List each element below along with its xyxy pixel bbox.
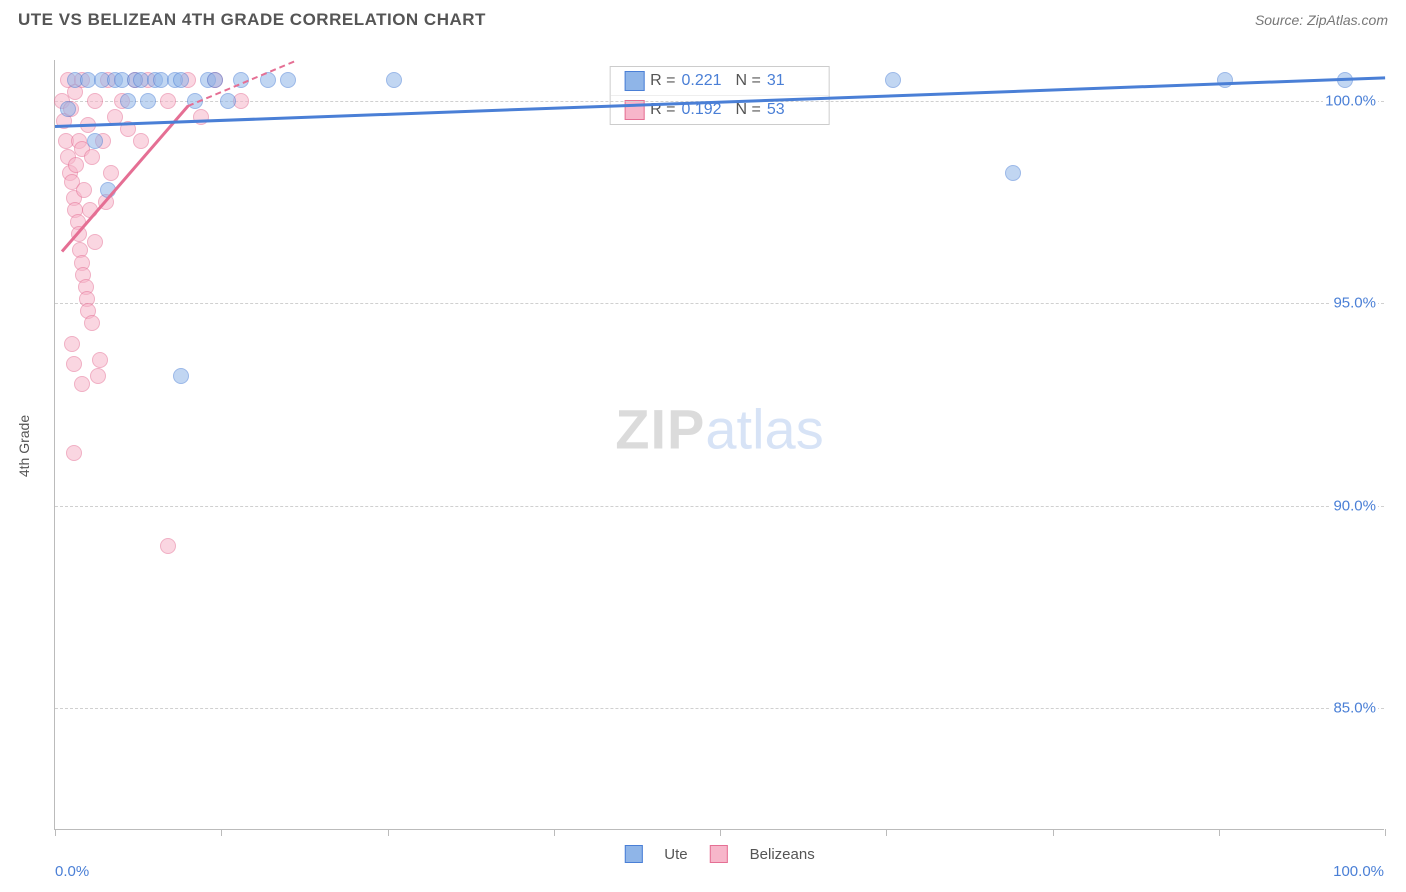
point-ute <box>1005 165 1021 181</box>
point-ute <box>87 133 103 149</box>
r-value-ute: 0.221 <box>682 72 730 90</box>
point-belizeans <box>87 93 103 109</box>
point-belizeans <box>103 165 119 181</box>
x-tick <box>720 829 721 836</box>
point-belizeans <box>66 356 82 372</box>
point-belizeans <box>84 149 100 165</box>
x-max-label: 100.0% <box>1333 863 1384 880</box>
y-tick-label: 100.0% <box>1323 92 1378 109</box>
point-belizeans <box>74 376 90 392</box>
point-ute <box>885 72 901 88</box>
x-tick <box>1053 829 1054 836</box>
point-belizeans <box>160 538 176 554</box>
point-ute <box>140 93 156 109</box>
y-tick-label: 85.0% <box>1331 700 1378 717</box>
gridline <box>55 708 1384 709</box>
gridline <box>55 506 1384 507</box>
x-tick <box>554 829 555 836</box>
point-ute <box>386 72 402 88</box>
y-tick-label: 90.0% <box>1331 497 1378 514</box>
r-label: R = <box>650 72 675 90</box>
source-attribution: Source: ZipAtlas.com <box>1255 12 1388 28</box>
point-ute <box>173 72 189 88</box>
swatch-ute-icon <box>624 71 644 91</box>
stats-legend: R = 0.221 N = 31 R = 0.192 N = 53 <box>609 66 830 125</box>
watermark-atlas: atlas <box>705 398 823 461</box>
point-belizeans <box>84 315 100 331</box>
point-ute <box>173 368 189 384</box>
point-ute <box>220 93 236 109</box>
point-belizeans <box>87 234 103 250</box>
point-ute <box>60 101 76 117</box>
point-ute <box>120 93 136 109</box>
y-tick-label: 95.0% <box>1331 295 1378 312</box>
point-belizeans <box>92 352 108 368</box>
n-value-belizeans: 53 <box>767 101 815 119</box>
stats-row-ute: R = 0.221 N = 31 <box>610 67 829 96</box>
point-belizeans <box>66 445 82 461</box>
legend-label-ute: Ute <box>664 846 687 863</box>
point-ute <box>280 72 296 88</box>
x-min-label: 0.0% <box>55 863 89 880</box>
n-label: N = <box>736 72 761 90</box>
gridline <box>55 303 1384 304</box>
chart-title: UTE VS BELIZEAN 4TH GRADE CORRELATION CH… <box>18 10 486 30</box>
plot-area: ZIPatlas R = 0.221 N = 31 R = 0.192 N = … <box>54 60 1384 830</box>
x-tick <box>1219 829 1220 836</box>
x-tick <box>886 829 887 836</box>
legend-label-belizeans: Belizeans <box>750 846 815 863</box>
point-belizeans <box>133 133 149 149</box>
watermark-zip: ZIP <box>615 398 705 461</box>
x-tick <box>388 829 389 836</box>
point-belizeans <box>64 336 80 352</box>
y-axis-label: 4th Grade <box>16 415 32 477</box>
legend-swatch-belizeans-icon <box>710 845 728 863</box>
n-value-ute: 31 <box>767 72 815 90</box>
series-legend: Ute Belizeans <box>624 845 814 863</box>
title-row: UTE VS BELIZEAN 4TH GRADE CORRELATION CH… <box>10 10 1396 36</box>
correlation-chart: UTE VS BELIZEAN 4TH GRADE CORRELATION CH… <box>10 10 1396 882</box>
n-label: N = <box>736 101 761 119</box>
point-ute <box>1217 72 1233 88</box>
legend-swatch-ute-icon <box>624 845 642 863</box>
point-ute <box>207 72 223 88</box>
x-tick <box>221 829 222 836</box>
watermark: ZIPatlas <box>615 397 823 462</box>
x-tick <box>55 829 56 836</box>
point-belizeans <box>90 368 106 384</box>
point-belizeans <box>160 93 176 109</box>
x-tick <box>1385 829 1386 836</box>
point-belizeans <box>76 182 92 198</box>
point-belizeans <box>68 157 84 173</box>
